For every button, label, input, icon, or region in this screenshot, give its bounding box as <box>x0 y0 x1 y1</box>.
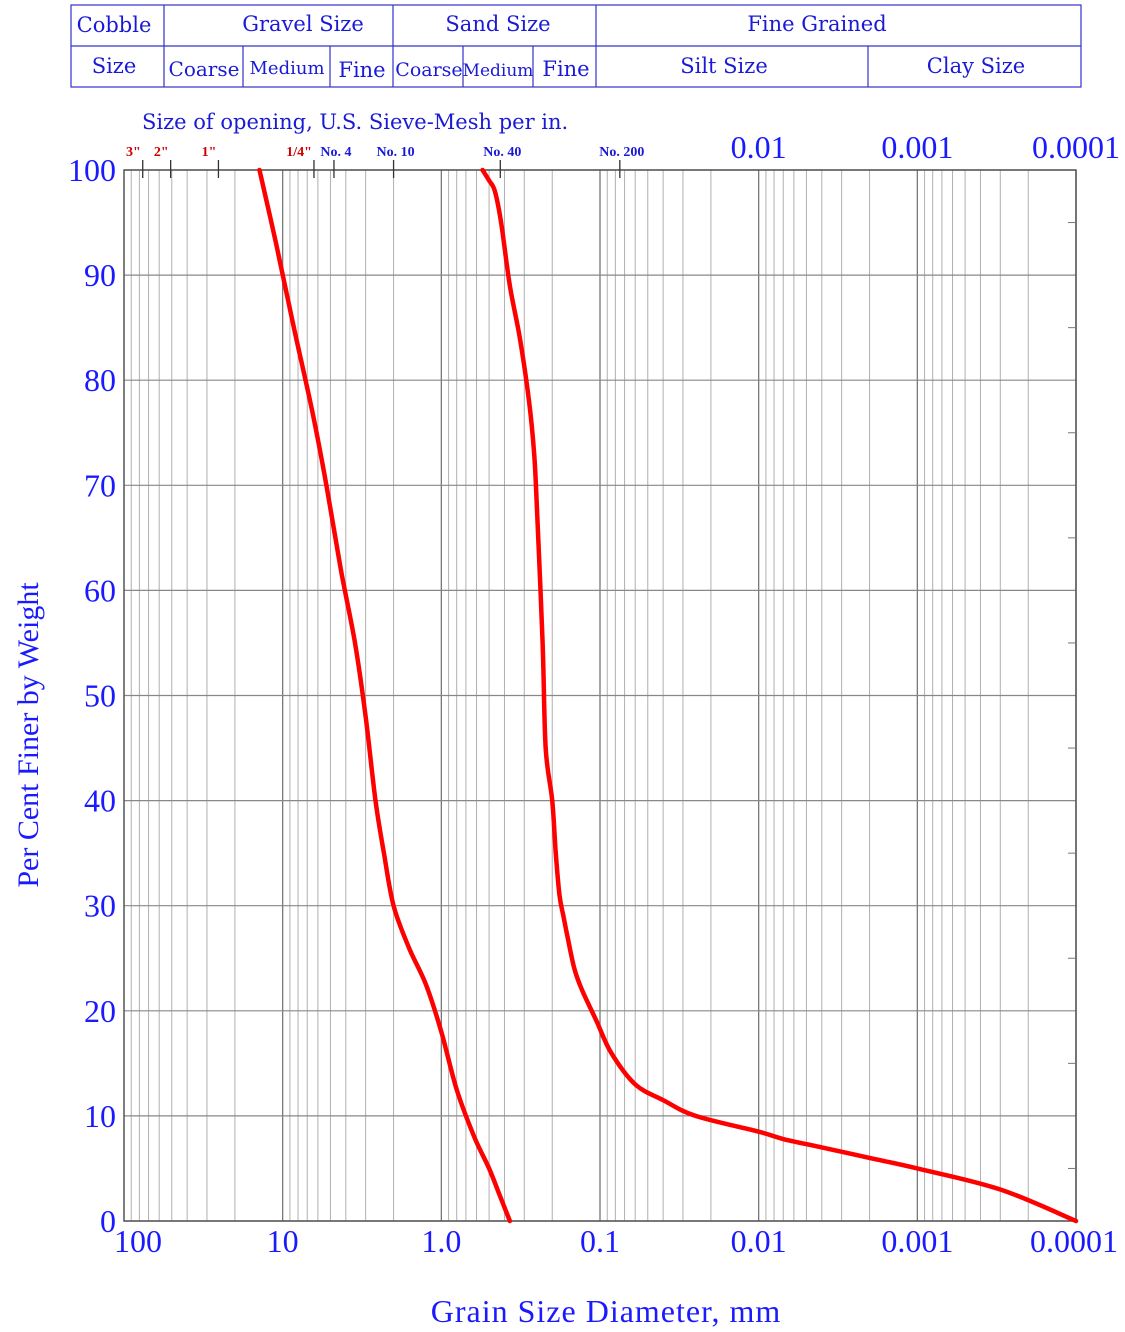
y-tick-labels: 0 10 20 30 40 50 60 70 80 90 100 <box>68 152 116 1239</box>
gravel-coarse-label: Coarse <box>169 57 240 81</box>
y-tick-label: 30 <box>84 888 116 924</box>
sand-medium-label: Medium <box>463 61 534 81</box>
y-axis-label: Per Cent Finer by Weight <box>12 582 45 888</box>
x-tick-label: 10 <box>267 1223 299 1259</box>
gravel-size-label: Gravel Size <box>242 12 364 36</box>
y-tick-label: 70 <box>84 467 116 503</box>
sieve-label: 2" <box>154 145 169 160</box>
gradation-curve-1 <box>257 167 513 1224</box>
clay-size-label: Clay Size <box>927 54 1025 78</box>
sand-size-label: Sand Size <box>445 12 550 36</box>
y-tick-label: 0 <box>100 1203 116 1239</box>
x-tick-label: 0.1 <box>580 1223 620 1259</box>
gravel-fine-label: Fine <box>338 58 385 82</box>
x-tick-labels: 100 10 1.0 0.1 0.01 0.001 0.0001 <box>114 1223 1118 1259</box>
top-scale-label: 0.001 <box>881 129 953 165</box>
sieve-label: 1" <box>202 145 217 160</box>
gradation-curve-2 <box>480 167 1079 1224</box>
y-tick-label: 100 <box>68 152 116 188</box>
sieve-label: 3" <box>126 145 141 160</box>
y-tick-label: 10 <box>84 1098 116 1134</box>
sieve-labels: 3" 2" 1" 1/4" No. 4 No. 10 No. 40 No. 200 <box>126 145 644 160</box>
cobble-size-label: Size <box>92 54 137 78</box>
y-tick-label: 90 <box>84 257 116 293</box>
fine-grained-label: Fine Grained <box>747 12 886 36</box>
top-scale-labels: 0.01 0.001 0.0001 <box>731 129 1120 165</box>
sieve-ticks <box>142 160 621 178</box>
y-tick-label: 60 <box>84 572 116 608</box>
series-layer <box>257 167 1079 1224</box>
y-tick-label: 40 <box>84 783 116 819</box>
x-tick-label: 0.01 <box>731 1223 787 1259</box>
sand-coarse-label: Coarse <box>395 59 462 81</box>
x-tick-label: 100 <box>114 1223 162 1259</box>
x-tick-label: 0.001 <box>881 1223 953 1259</box>
x-axis-label: Grain Size Diameter, mm <box>431 1293 782 1329</box>
y-tick-label: 20 <box>84 993 116 1029</box>
sieve-label: No. 10 <box>377 145 415 160</box>
sieve-label: No. 40 <box>483 145 521 160</box>
y-tick-label: 50 <box>84 678 116 714</box>
gravel-medium-label: Medium <box>249 58 324 79</box>
classification-table <box>70 4 1082 88</box>
right-axis-ticks <box>1068 222 1076 1169</box>
classification-labels: Cobble Size Gravel Size Sand Size Fine G… <box>77 12 1026 82</box>
top-scale-label: 0.01 <box>731 129 787 165</box>
x-tick-label: 1.0 <box>421 1223 461 1259</box>
sieve-label: 1/4" <box>286 145 312 160</box>
sand-fine-label: Fine <box>542 57 589 81</box>
sieve-label: No. 200 <box>599 145 644 160</box>
cobble-label: Cobble <box>77 13 152 37</box>
sieve-label: No. 4 <box>320 145 351 160</box>
plot-frame <box>123 169 1077 1222</box>
x-tick-label: 0.0001 <box>1030 1223 1118 1259</box>
y-tick-label: 80 <box>84 362 116 398</box>
top-scale-label: 0.0001 <box>1032 129 1120 165</box>
sieve-title: Size of opening, U.S. Sieve-Mesh per in. <box>142 110 568 134</box>
silt-size-label: Silt Size <box>680 54 768 78</box>
